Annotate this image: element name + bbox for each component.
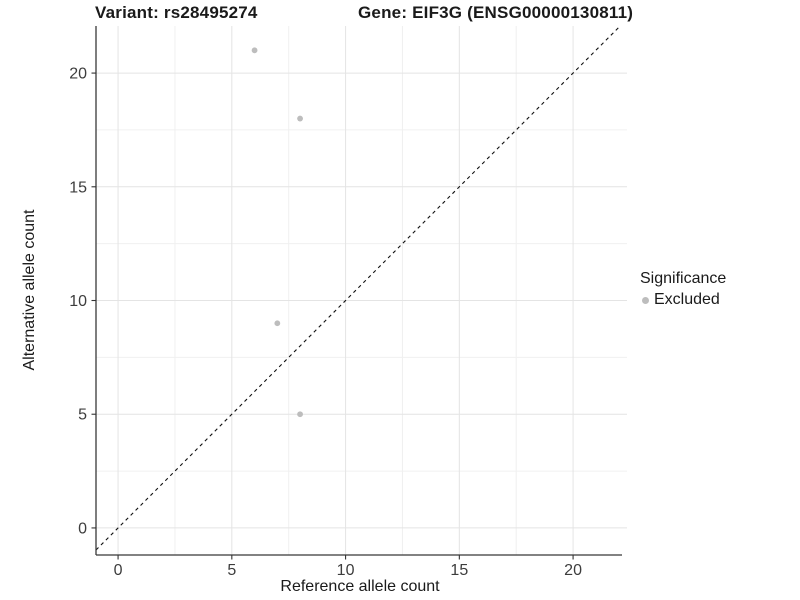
y-tick-label: 10 <box>69 293 87 310</box>
data-point <box>297 411 303 418</box>
x-axis-title: Reference allele count <box>280 578 440 595</box>
legend-item-label: Excluded <box>654 291 720 308</box>
y-tick-label: 15 <box>69 179 87 196</box>
y-tick-label: 0 <box>78 520 87 537</box>
legend-title: Significance <box>640 270 727 287</box>
plot-title-gene: Gene: EIF3G (ENSG00000130811) <box>358 3 634 22</box>
x-tick-label: 15 <box>450 562 468 579</box>
x-tick-label: 10 <box>337 562 355 579</box>
x-tick-label: 20 <box>564 562 582 579</box>
legend-item-excluded: Excluded <box>642 291 726 309</box>
data-point <box>274 320 281 327</box>
legend: Significance Excluded <box>640 270 726 309</box>
y-axis-title: Alternative allele count <box>21 209 38 371</box>
y-tick-label: 5 <box>78 407 87 424</box>
x-tick-label: 0 <box>114 562 123 579</box>
legend-circle-icon <box>642 296 649 304</box>
data-point <box>251 47 258 54</box>
data-point <box>297 115 303 122</box>
plot-title-variant: Variant: rs28495274 <box>95 3 258 22</box>
identity-dashed-line <box>95 25 621 551</box>
x-tick-label: 5 <box>227 562 236 579</box>
y-tick-label: 20 <box>69 66 87 83</box>
